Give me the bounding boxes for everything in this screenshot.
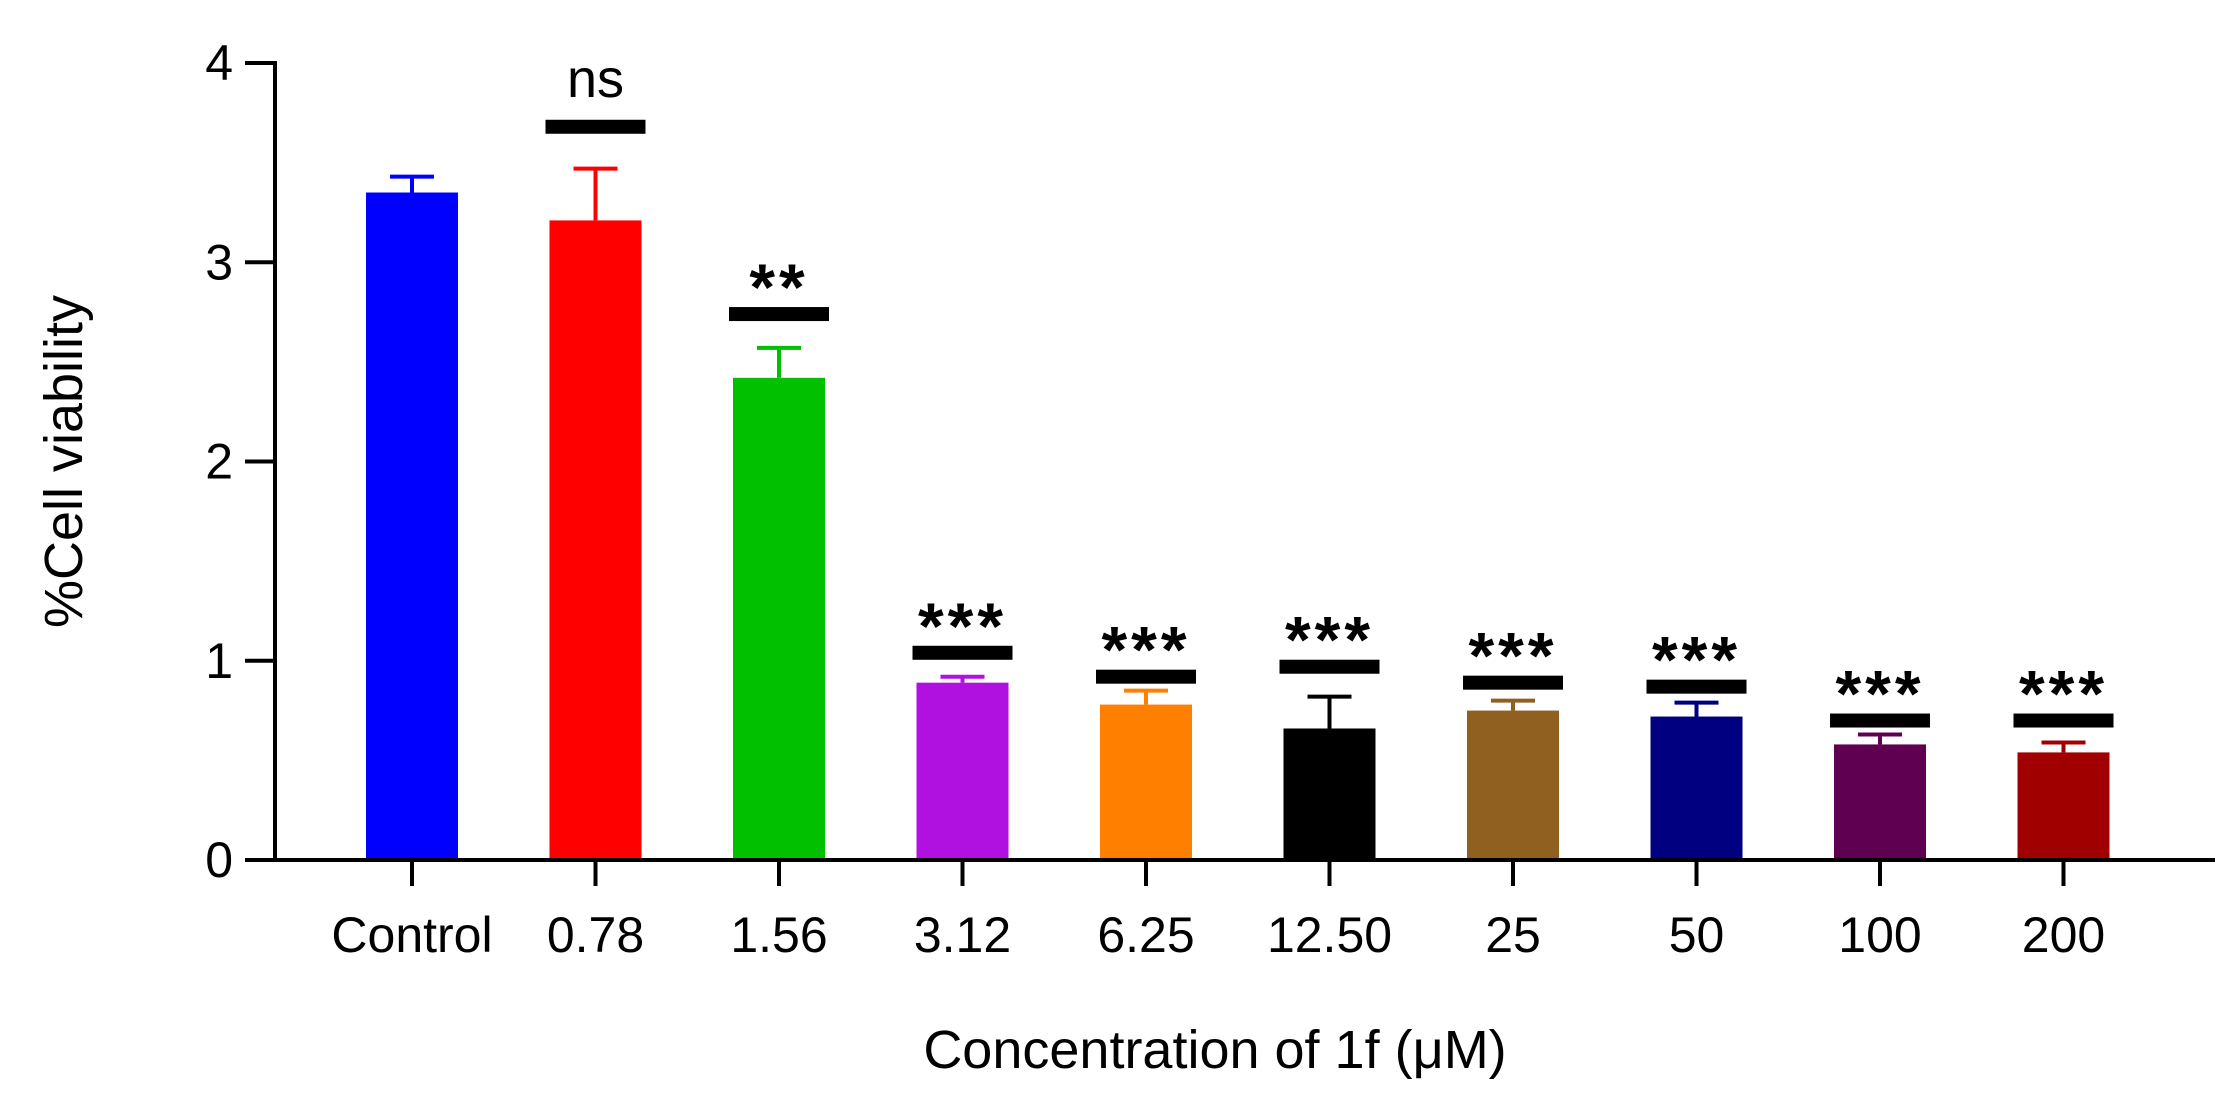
x-tick-label: 12.50 (1267, 907, 1392, 963)
significance-label: ** (749, 250, 808, 324)
significance-label: *** (918, 589, 1007, 663)
significance-bar (1279, 659, 1380, 674)
bar (1283, 728, 1376, 860)
x-tick-label: 6.25 (1097, 907, 1194, 963)
y-tick-label: 1 (205, 633, 233, 689)
significance-bar (545, 119, 646, 134)
significance-bar (1096, 669, 1196, 684)
significance-label: ns (567, 49, 624, 109)
bar (733, 377, 825, 860)
x-tick-label: 200 (2022, 907, 2105, 963)
significance-bar (1830, 713, 1930, 728)
bars-layer (366, 192, 2110, 861)
significance-label: *** (1285, 603, 1374, 677)
bar (916, 682, 1009, 860)
significance-bar (2013, 713, 2114, 728)
significance-label: *** (1835, 657, 1924, 731)
x-tick-label: Control (331, 907, 492, 963)
y-axis-title: %Cell viability (34, 295, 94, 628)
x-tick-label: 50 (1669, 907, 1725, 963)
significance-label: *** (2019, 657, 2108, 731)
y-ticks-layer: 0 1 2 3 4 (205, 35, 275, 888)
y-tick-label: 3 (205, 234, 233, 290)
bar (366, 192, 458, 860)
bar (1650, 716, 1743, 860)
bar (549, 220, 642, 861)
x-tick-label: 1.56 (730, 907, 827, 963)
bar (2017, 752, 2110, 860)
significance-bar (1646, 679, 1747, 694)
y-tick-label: 0 (205, 832, 233, 888)
significance-bar (729, 307, 829, 322)
y-tick-label: 4 (205, 35, 233, 91)
x-tick-label: 25 (1485, 907, 1541, 963)
bar (1834, 744, 1926, 860)
significance-label: *** (1468, 619, 1557, 693)
significance-label: *** (1101, 613, 1190, 687)
x-ticks-layer: Control 0.78 1.56 3.12 6.25 12.50 25 50 100 200 (331, 860, 2105, 963)
x-tick-label: 0.78 (547, 907, 644, 963)
bar (1100, 704, 1192, 860)
x-axis-title: Concentration of 1f (μM) (923, 1020, 1506, 1080)
y-tick-label: 2 (205, 434, 233, 490)
significance-label: *** (1652, 623, 1741, 697)
bar (1467, 710, 1559, 860)
significance-bar (912, 645, 1013, 660)
significance-bar (1463, 675, 1563, 690)
error-bars-layer (390, 166, 2086, 753)
x-tick-label: 3.12 (914, 907, 1011, 963)
significance-layer: ns***** *** *** *** *** *** *** (545, 49, 2114, 731)
x-tick-label: 100 (1838, 907, 1921, 963)
